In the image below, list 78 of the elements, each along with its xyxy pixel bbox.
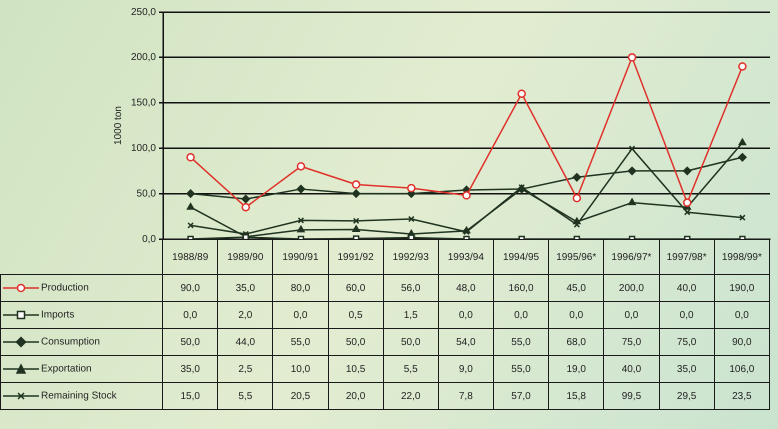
data-label: 1,5 [383,302,438,328]
data-label: 99,5 [604,382,660,410]
legend-label: Production [41,282,89,294]
data-label: 23,5 [714,382,770,410]
data-label: 9,0 [438,356,494,382]
data-label: 200,0 [604,274,660,302]
data-label: 5,5 [218,382,273,410]
data-label: 22,0 [383,382,438,410]
data-label: 55,0 [493,356,549,382]
data-label: 190,0 [714,274,770,302]
x-tick-label: 1991/92 [328,240,384,274]
x-tick-label: 1988/89 [162,240,218,274]
data-label: 160,0 [493,274,549,302]
data-label: 0,0 [714,302,770,328]
data-label: 50,0 [162,328,218,356]
data-label: 10,0 [272,356,328,382]
data-label: 0,0 [659,302,714,328]
data-label: 75,0 [659,328,714,356]
data-label: 55,0 [272,328,328,356]
data-label: 0,5 [328,302,384,328]
legend-label: Remaining Stock [41,390,117,402]
x-tick-label: 1996/97* [604,240,660,274]
data-label: 54,0 [438,328,494,356]
x-tick-label: 1989/90 [218,240,273,274]
y-axis-title: 1000 ton [112,106,124,145]
data-label: 19,0 [548,356,604,382]
data-label: 48,0 [438,274,494,302]
y-tick-label: 100,0 [130,142,156,154]
legend-label: Consumption [41,336,100,348]
data-label: 10,5 [328,356,384,382]
data-label: 56,0 [383,274,438,302]
data-label: 7,8 [438,382,494,410]
data-label: 90,0 [162,274,218,302]
data-label: 75,0 [604,328,660,356]
data-label: 15,0 [162,382,218,410]
data-label: 0,0 [493,302,549,328]
data-label: 2,0 [218,302,273,328]
data-label: 80,0 [272,274,328,302]
data-label: 20,0 [328,382,384,410]
data-label: 40,0 [659,274,714,302]
data-label: 44,0 [218,328,273,356]
data-label: 60,0 [328,274,384,302]
data-label: 50,0 [383,328,438,356]
data-label: 0,0 [438,302,494,328]
data-label: 35,0 [162,356,218,382]
x-tick-label: 1993/94 [438,240,494,274]
data-label: 90,0 [714,328,770,356]
y-tick-label: 200,0 [130,52,156,64]
data-label: 45,0 [548,274,604,302]
x-tick-label: 1994/95 [493,240,549,274]
y-tick-label: 250,0 [130,6,156,18]
data-label: 68,0 [548,328,604,356]
data-label: 57,0 [493,382,549,410]
data-label: 0,0 [548,302,604,328]
data-label: 0,0 [162,302,218,328]
data-label: 55,0 [493,328,549,356]
y-tick-label: 150,0 [130,98,156,109]
data-label: 40,0 [604,356,660,382]
x-tick-label: 1995/96* [548,240,604,274]
x-tick-label: 1997/98* [659,240,714,274]
x-tick-label: 1992/93 [383,240,438,274]
x-tick-label: 1990/91 [272,240,328,274]
data-label: 50,0 [328,328,384,356]
data-label: 2,5 [218,356,273,382]
data-label: 20,5 [272,382,328,410]
data-label: 106,0 [714,356,770,382]
data-label: 35,0 [218,274,273,302]
data-label: 5,5 [383,356,438,382]
data-label: 15,8 [548,382,604,410]
legend-label: Imports [41,310,74,321]
data-label: 0,0 [604,302,660,328]
data-label: 35,0 [659,356,714,382]
data-label: 0,0 [272,302,328,328]
x-tick-label: 1998/99* [714,240,770,274]
y-tick-label: 50,0 [136,188,156,200]
y-tick-label: 0,0 [142,234,156,245]
legend-label: Exportation [41,364,92,375]
data-label: 29,5 [659,382,714,410]
